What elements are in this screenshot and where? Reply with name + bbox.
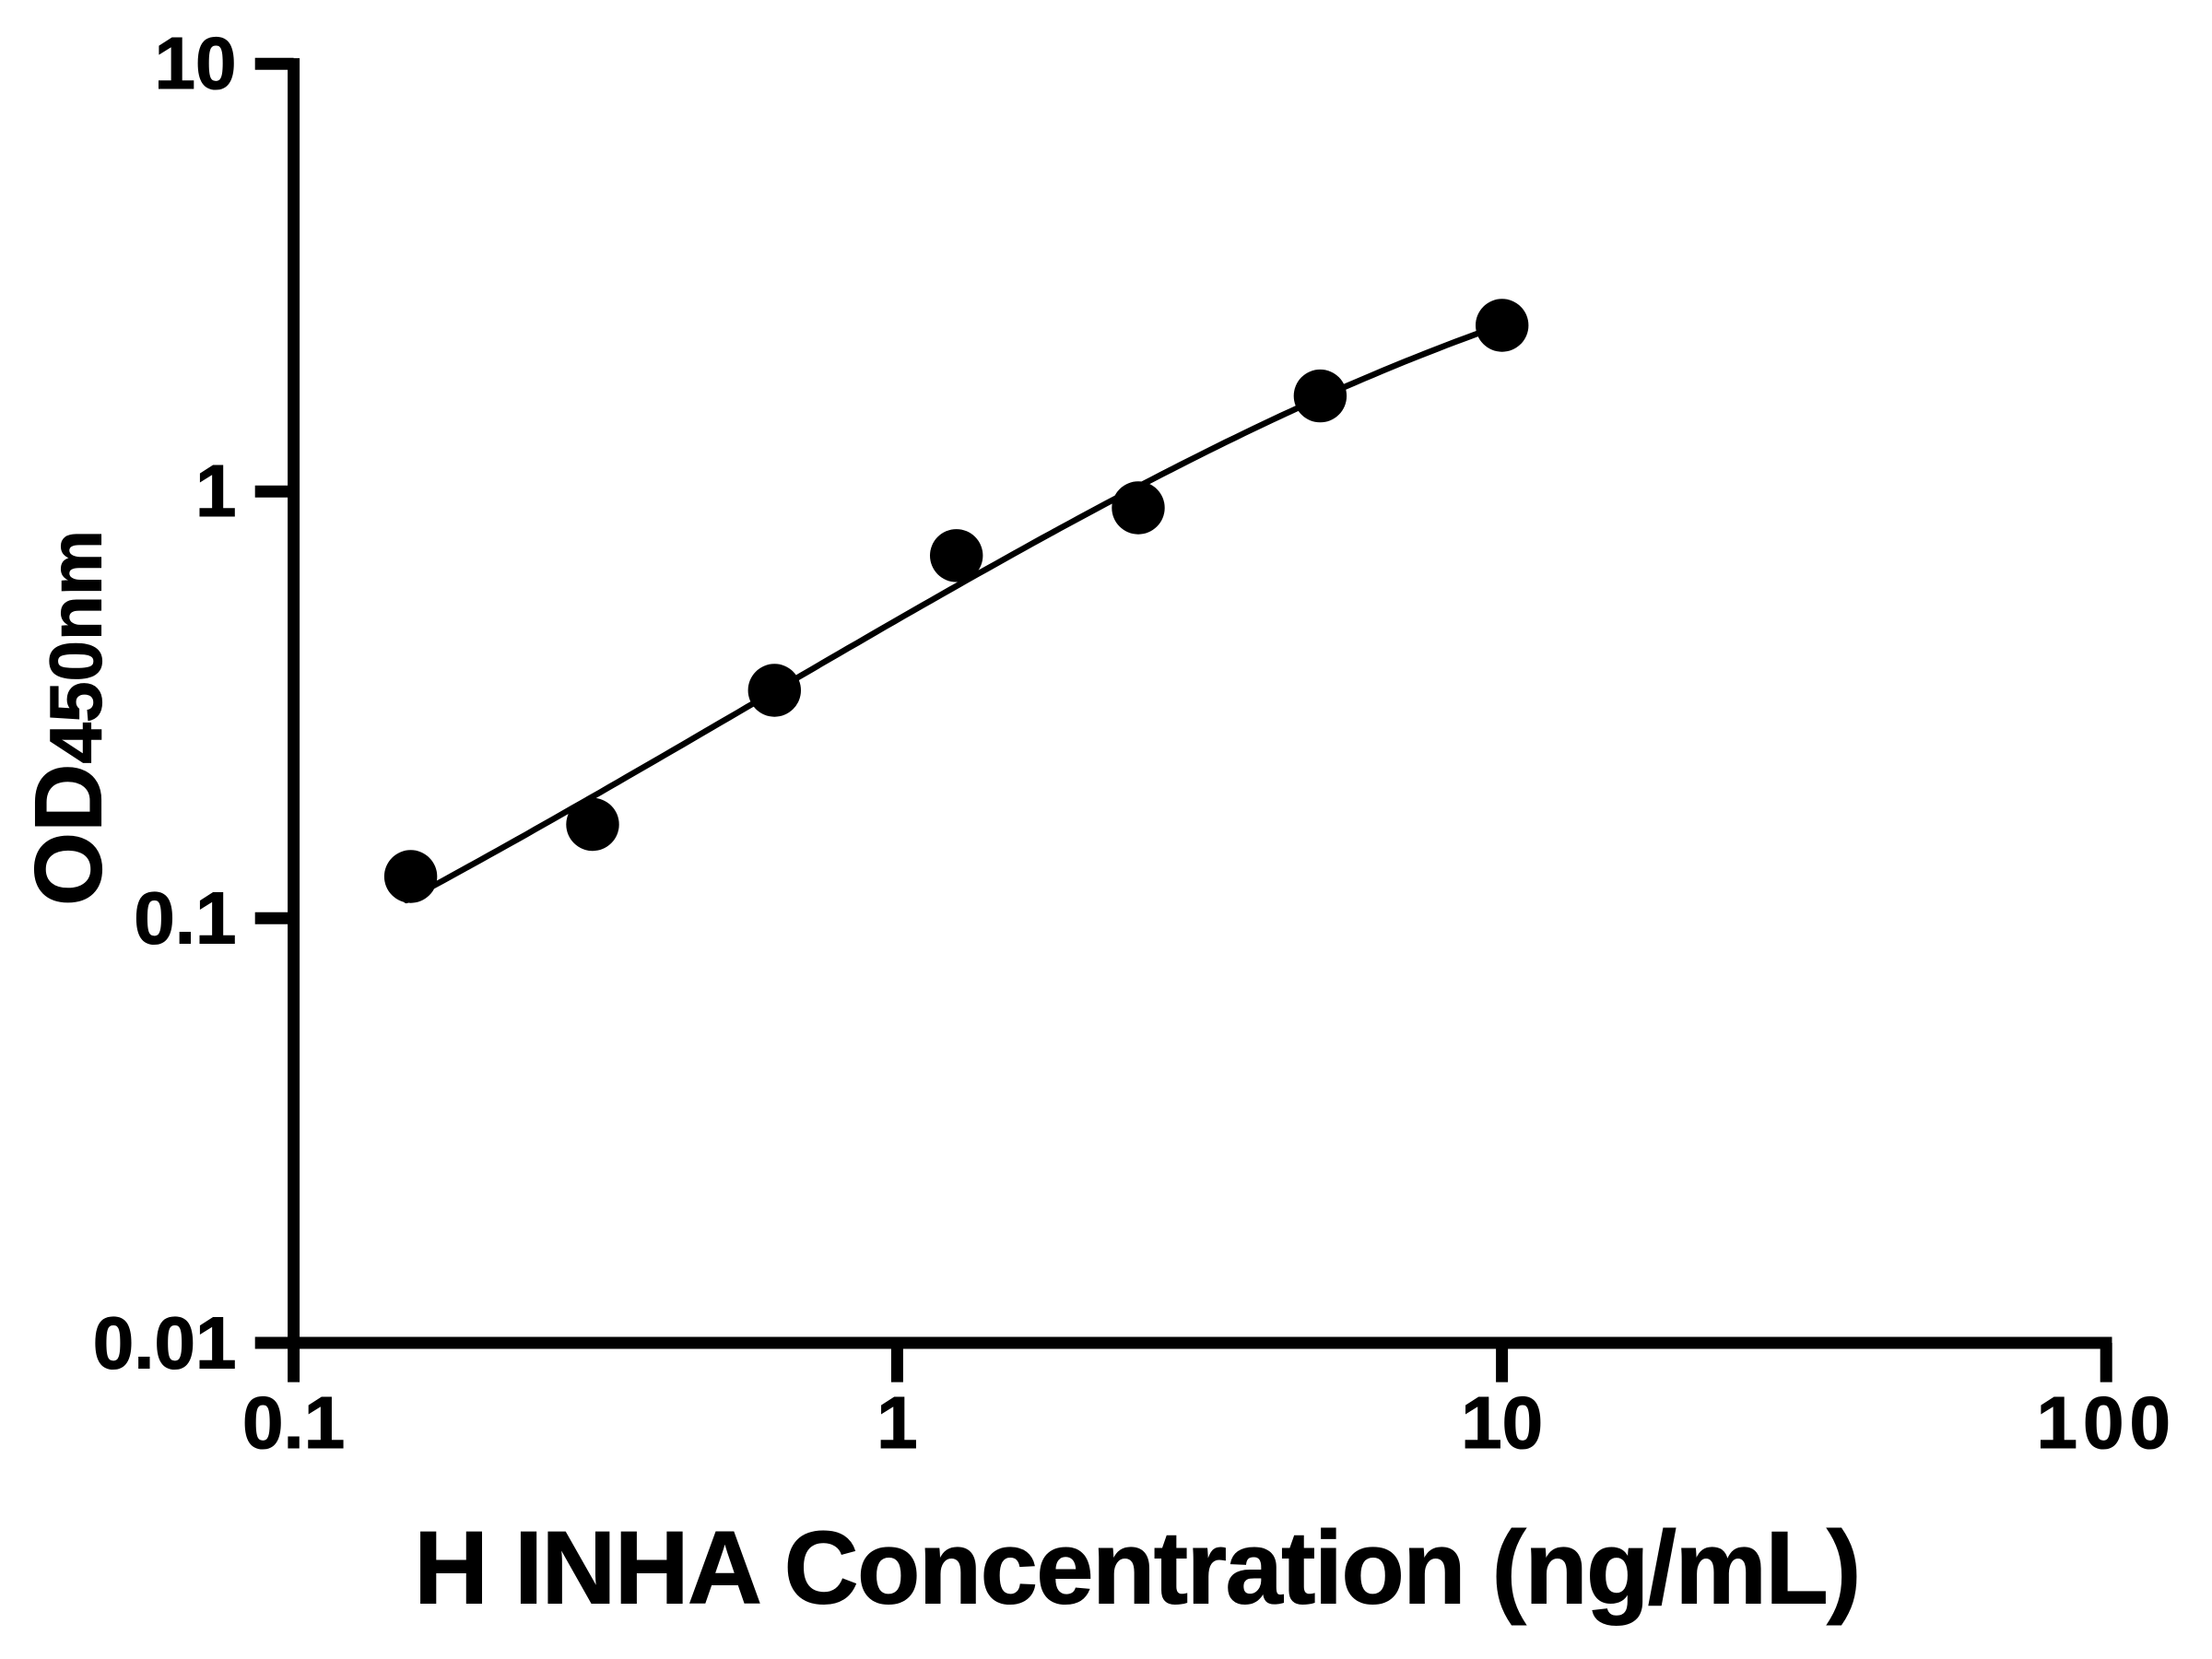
- svg-text:0.1: 0.1: [242, 1382, 345, 1464]
- svg-text:1: 1: [195, 450, 237, 532]
- svg-text:OD450nm: OD450nm: [16, 530, 122, 906]
- svg-text:10: 10: [1461, 1382, 1543, 1464]
- svg-text:0.1: 0.1: [134, 877, 236, 959]
- svg-text:0.01: 0.01: [93, 1301, 237, 1383]
- svg-text:10: 10: [155, 22, 237, 104]
- svg-text:100: 100: [2036, 1382, 2175, 1464]
- svg-text:H INHA Concentration (ng/mL): H INHA Concentration (ng/mL): [414, 1511, 1860, 1626]
- svg-text:1: 1: [877, 1382, 918, 1464]
